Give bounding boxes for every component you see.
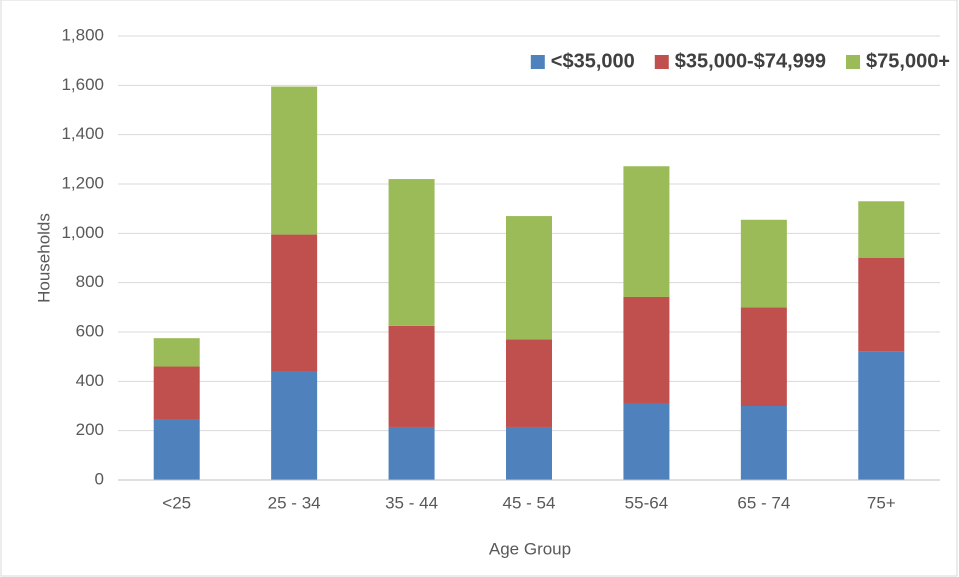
- bar-segment: [506, 339, 552, 427]
- bar-segment: [740, 406, 787, 480]
- x-tick-label: 55-64: [625, 493, 668, 512]
- legend-label: <$35,000: [551, 50, 635, 72]
- legend-swatch: [846, 55, 861, 69]
- y-tick-label: 0: [95, 469, 104, 488]
- y-tick-label: 1,600: [61, 75, 104, 94]
- bar-segment: [623, 166, 670, 297]
- bar-segment: [740, 219, 787, 308]
- bar-segment: [388, 426, 435, 480]
- y-tick-label: 200: [76, 420, 104, 439]
- y-axis-label: Households: [34, 213, 53, 303]
- x-axis-label: Age Group: [489, 539, 571, 558]
- bar-segment: [623, 296, 670, 404]
- bar-segment: [271, 234, 318, 372]
- bar-segment: [388, 179, 435, 326]
- bar-segment: [271, 371, 318, 480]
- x-tick-label: <25: [162, 493, 191, 512]
- bar-segment: [153, 419, 200, 480]
- y-tick-label: 400: [76, 371, 104, 390]
- bar-segment: [506, 426, 552, 480]
- bar-segment: [740, 307, 787, 406]
- x-tick-label: 25 - 34: [268, 493, 321, 512]
- legend-label: $75,000+: [866, 50, 950, 72]
- bar-segment: [153, 366, 200, 420]
- y-tick-label: 1,200: [61, 173, 104, 192]
- bar-segment: [623, 403, 670, 480]
- y-tick-label: 1,400: [61, 124, 104, 143]
- bar-segment: [858, 258, 905, 352]
- y-tick-label: 1,000: [61, 223, 104, 242]
- y-tick-label: 800: [76, 272, 104, 291]
- legend-swatch: [654, 55, 669, 69]
- y-tick-label: 600: [76, 321, 104, 340]
- y-tick-label: 1,800: [61, 25, 104, 44]
- bar-segment: [858, 351, 905, 480]
- x-tick-label: 35 - 44: [385, 493, 438, 512]
- bar-segment: [153, 338, 200, 367]
- x-tick-label: 65 - 74: [737, 493, 790, 512]
- legend-swatch: [530, 55, 545, 69]
- x-tick-label: 45 - 54: [503, 493, 556, 512]
- bar-segment: [858, 201, 905, 258]
- legend-label: $35,000-$74,999: [675, 50, 826, 72]
- bar-segment: [388, 325, 435, 427]
- bar-segment: [271, 86, 318, 235]
- bar-segment: [506, 216, 552, 340]
- x-tick-label: 75+: [867, 493, 896, 512]
